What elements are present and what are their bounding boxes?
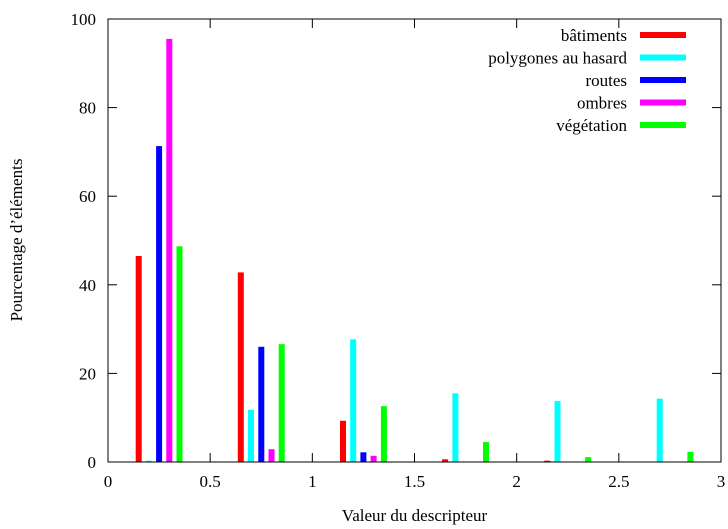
legend-label-0: bâtiments — [561, 26, 627, 45]
legend-swatch-2 — [640, 77, 686, 83]
bars-layer — [135, 38, 694, 463]
bar-1-4 — [554, 400, 561, 462]
legend-swatch-1 — [640, 54, 686, 61]
bar-2-1 — [258, 346, 265, 462]
bar-2-0 — [156, 146, 163, 462]
bar-4-3 — [483, 442, 489, 462]
bar-0-3 — [442, 459, 449, 462]
x-axis-label: Valeur du descripteur — [342, 506, 488, 525]
y-tick-label-1: 20 — [79, 364, 96, 383]
y-tick-label-0: 0 — [88, 453, 97, 472]
bar-1-2 — [350, 339, 357, 462]
bar-1-0 — [145, 460, 152, 462]
x-tick-label-3: 1.5 — [404, 472, 425, 491]
x-tick-label-1: 0.5 — [200, 472, 221, 491]
bar-4-4 — [585, 457, 592, 462]
x-tick-label-4: 2 — [512, 472, 521, 491]
bar-0-0 — [135, 256, 142, 462]
bar-4-5 — [687, 451, 694, 462]
y-tick-label-3: 60 — [79, 187, 96, 206]
y-tick-label-5: 100 — [71, 10, 97, 29]
plot-frame — [107, 18, 722, 463]
bar-3-2 — [370, 455, 377, 462]
legend-label-2: routes — [585, 71, 627, 90]
bar-0-1 — [237, 272, 244, 462]
bar-3-1 — [268, 449, 275, 462]
bar-1-5 — [656, 398, 663, 462]
bar-3-0 — [166, 38, 173, 463]
bar-1-1 — [248, 409, 254, 462]
x-tick-label-5: 2.5 — [608, 472, 629, 491]
ticks-layer: 0 0.5 1 1.5 2 2.5 3 0 20 40 60 80 100 — [71, 10, 726, 491]
legend-label-4: végétation — [556, 116, 627, 135]
x-tick-label-6: 3 — [717, 472, 726, 491]
y-axis-label: Pourcentage d’éléments — [7, 159, 26, 322]
legend: bâtiments polygones au hasard routes ombres… — [488, 26, 686, 135]
bar-4-0 — [176, 246, 183, 462]
legend-label-1: polygones au hasard — [488, 49, 627, 68]
legend-swatch-0 — [640, 32, 686, 38]
legend-label-3: ombres — [577, 94, 627, 113]
bar-0-2 — [340, 420, 346, 462]
x-tick-label-2: 1 — [308, 472, 317, 491]
bar-4-2 — [380, 406, 387, 462]
bar-2-2 — [360, 452, 367, 462]
bar-1-3 — [452, 393, 459, 462]
y-tick-label-4: 80 — [79, 99, 96, 118]
legend-swatch-3 — [640, 99, 686, 106]
legend-swatch-4 — [640, 122, 686, 128]
x-tick-label-0: 0 — [104, 472, 113, 491]
bar-4-1 — [278, 344, 285, 462]
y-tick-label-2: 40 — [79, 276, 96, 295]
bar-0-4 — [544, 460, 551, 462]
